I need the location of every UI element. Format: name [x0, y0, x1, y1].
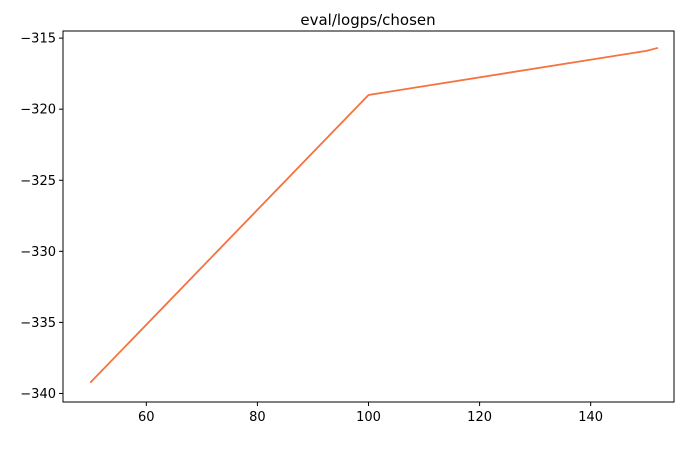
y-tick-label: −330 [20, 245, 56, 260]
y-tick-label: −325 [20, 174, 56, 189]
x-tick-label: 60 [138, 410, 155, 425]
y-tick-label: −315 [20, 32, 56, 47]
x-tick-label: 140 [578, 410, 603, 425]
x-tick-label: 100 [356, 410, 381, 425]
x-axis: 60 80 100 120 140 [138, 402, 603, 425]
chart-title: eval/logps/chosen [300, 11, 435, 29]
y-tick-label: −320 [20, 103, 56, 118]
plot-frame [62, 30, 675, 403]
x-tick-label: 120 [467, 410, 492, 425]
x-tick-label: 80 [249, 410, 266, 425]
y-tick-label: −335 [20, 316, 56, 331]
y-tick-label: −340 [20, 387, 56, 402]
plot-area [89, 47, 659, 384]
y-axis: −315 −320 −325 −330 −335 −340 [20, 32, 63, 402]
series-line-0 [89, 47, 659, 384]
